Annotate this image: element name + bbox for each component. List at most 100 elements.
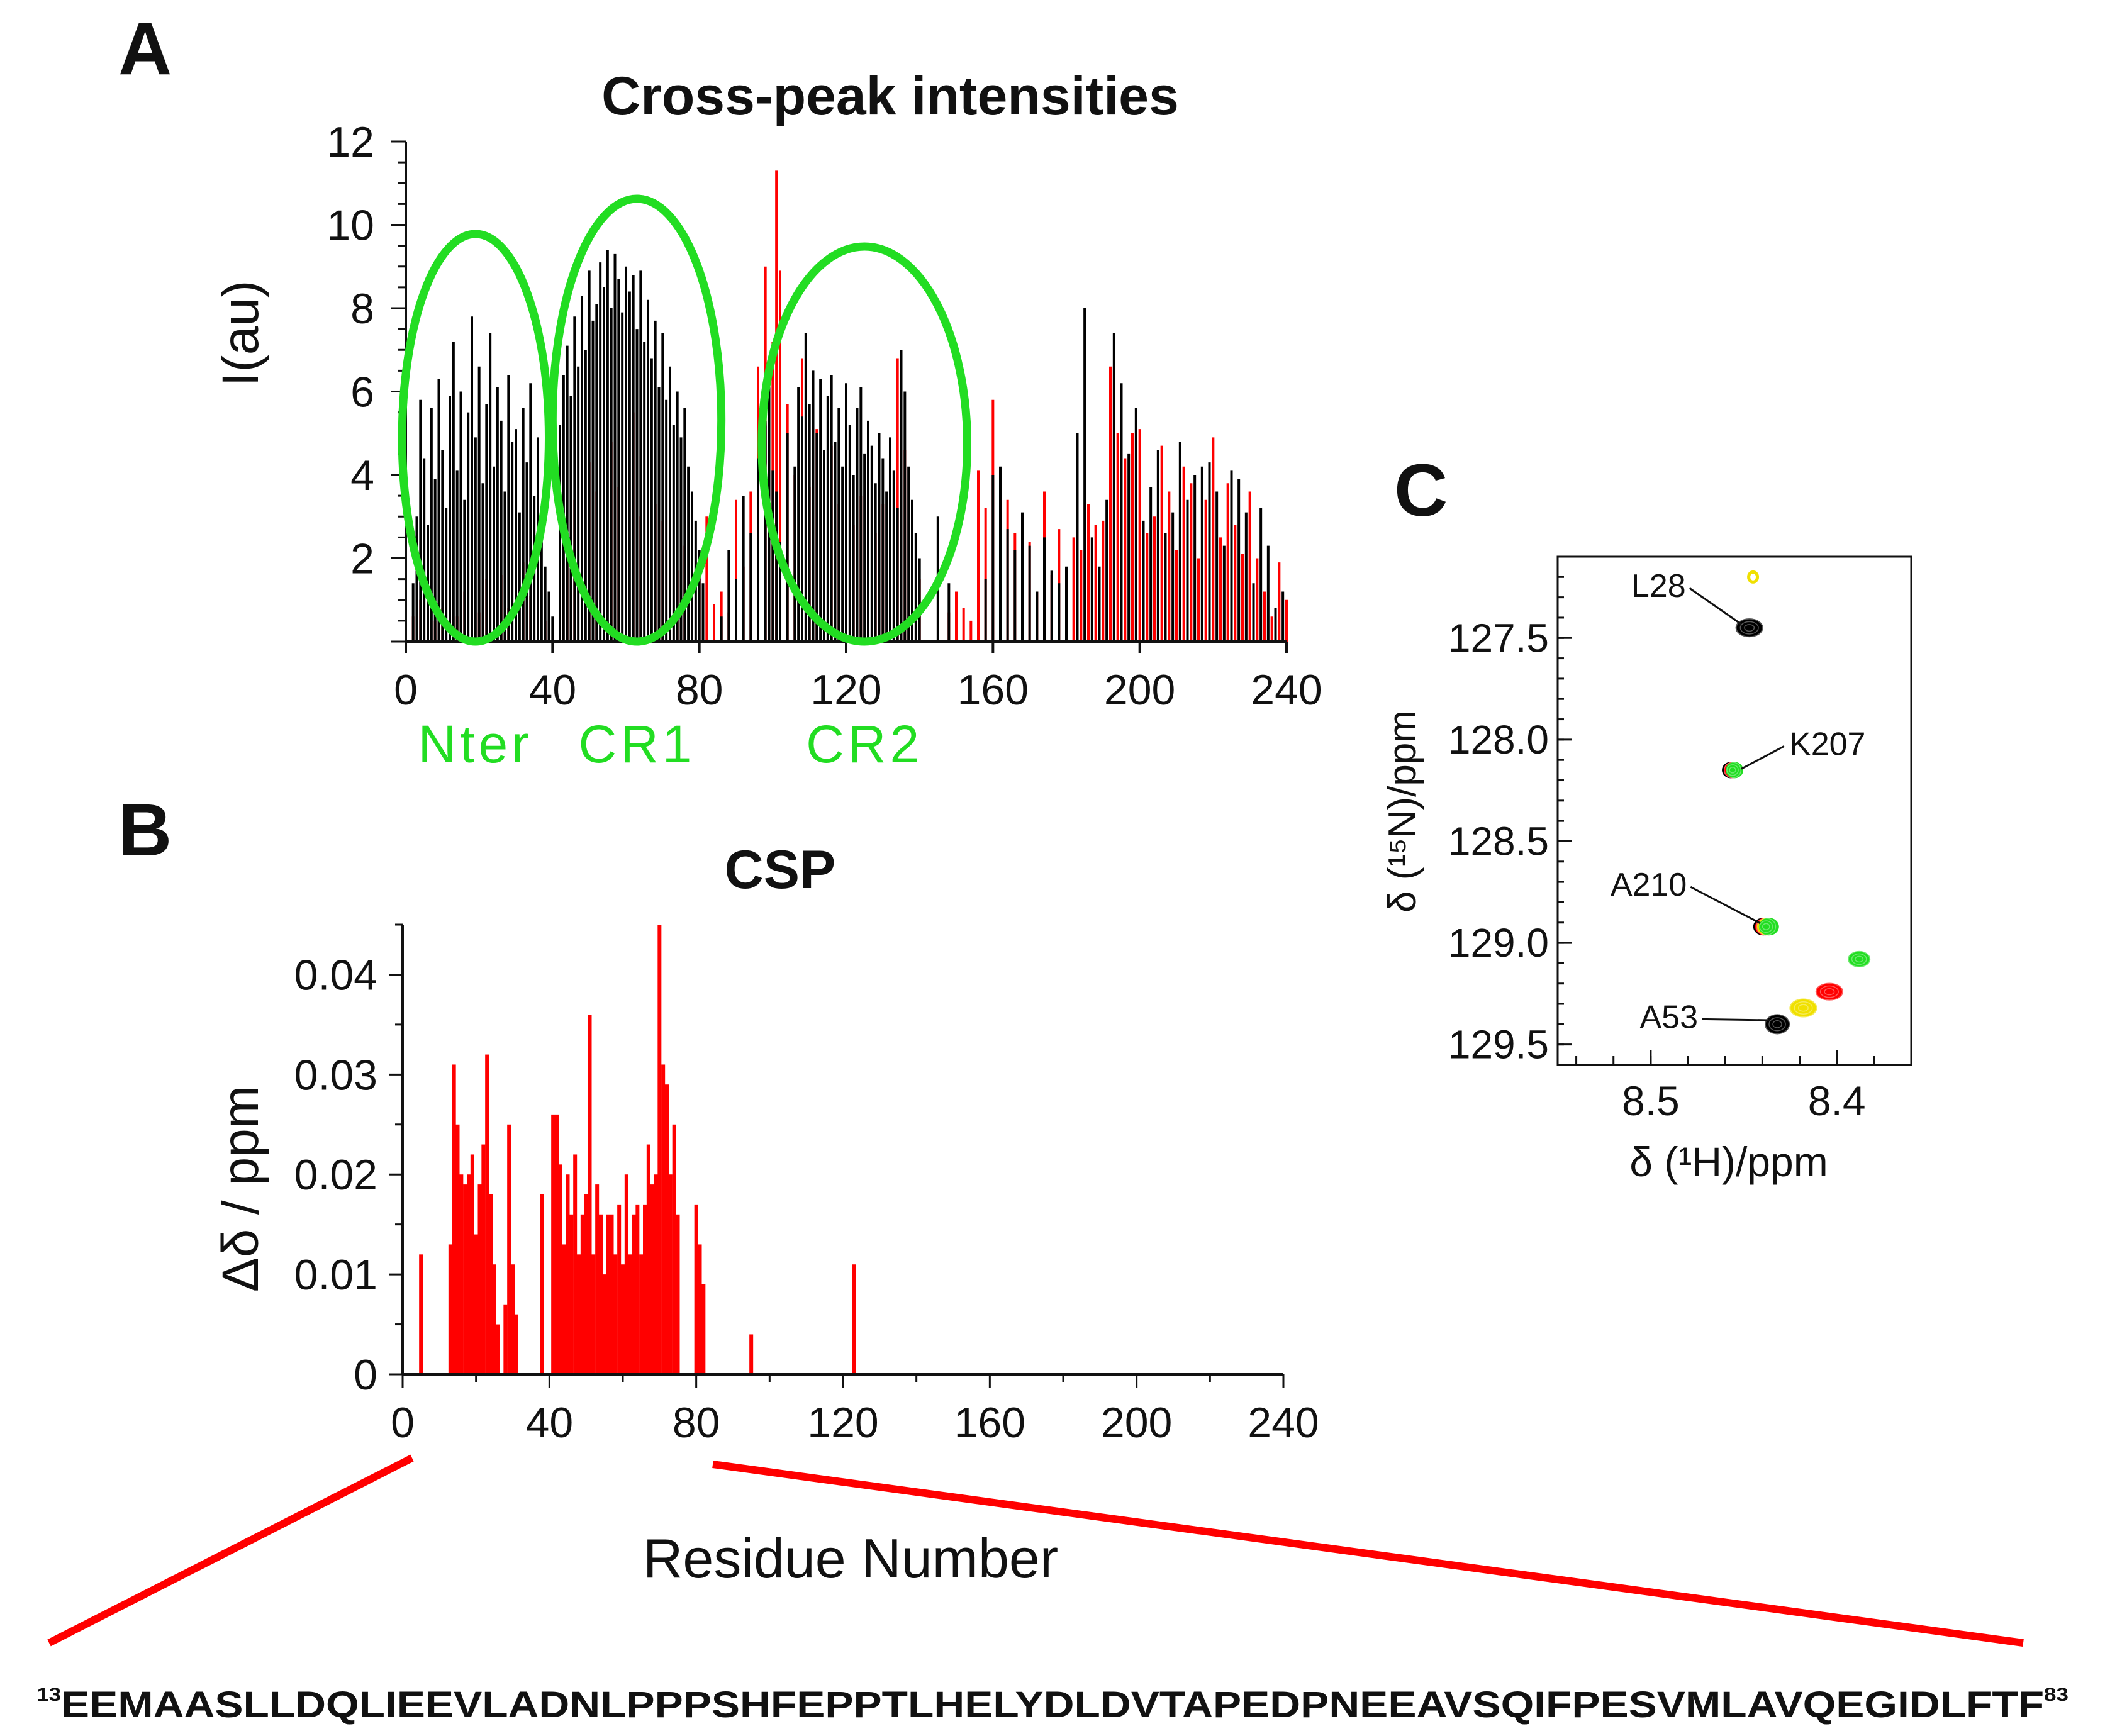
black-bar-154	[1178, 442, 1181, 642]
black-bar-101	[830, 375, 833, 642]
region-label-cr1: CR1	[578, 715, 695, 774]
black-bar-141	[1083, 308, 1086, 642]
black-bar-68	[665, 399, 668, 642]
csp-bar-14	[496, 1324, 500, 1374]
csp-bar-53	[672, 1124, 676, 1374]
black-bar-125	[918, 558, 921, 642]
black-bar-61	[639, 270, 642, 642]
black-bar-145	[1112, 333, 1115, 642]
csp-bar-27	[577, 1254, 581, 1374]
red-bar-49	[775, 170, 778, 642]
red-bar-88	[1080, 550, 1083, 642]
black-bar-90	[786, 433, 789, 642]
black-bar-148	[1134, 408, 1137, 642]
black-bar-118	[892, 470, 895, 642]
peak-contour-line	[1739, 621, 1759, 635]
intensity-chart: Cross-peak intensities I(au) 0 40 80 120 160…	[212, 66, 1322, 774]
black-bar-162	[1237, 479, 1241, 642]
black-bar-21	[489, 333, 492, 642]
peak-contour-line	[1744, 624, 1755, 632]
black-bar-94	[804, 333, 807, 642]
black-bar-91	[793, 466, 796, 642]
csp-bar-45	[643, 1204, 647, 1374]
a-x-tick-label: 240	[1251, 666, 1322, 714]
csp-bar-24	[566, 1174, 570, 1374]
b-y-tick-label: 0.01	[294, 1251, 377, 1299]
black-bar-44	[577, 366, 580, 642]
c-x-tick-label: 8.5	[1622, 1077, 1680, 1124]
csp-bar-43	[635, 1204, 640, 1374]
peak-contour-line	[1848, 950, 1871, 968]
black-bar-150	[1149, 487, 1153, 642]
black-bar-1	[415, 516, 418, 642]
black-bar-13	[459, 391, 462, 642]
red-bar-93	[1116, 433, 1119, 642]
sequence-start: 13	[36, 1684, 61, 1705]
black-bar-24	[500, 420, 503, 642]
black-bar-57	[625, 266, 627, 642]
red-bar-106	[1212, 437, 1215, 642]
a-x-tick-label: 40	[529, 666, 577, 714]
peak-contour-line	[1789, 998, 1817, 1018]
black-bar-78	[701, 583, 705, 642]
black-bar-137	[1050, 570, 1053, 642]
csp-bar-12	[489, 1194, 493, 1374]
a-x-tick-label: 120	[810, 666, 881, 714]
csp-bar-28	[580, 1214, 584, 1374]
peak-contour-line	[1736, 618, 1763, 638]
black-bar-15	[467, 412, 470, 642]
peak-contour-line	[1768, 1017, 1786, 1032]
black-bar-135	[1036, 591, 1039, 642]
peak-contour-line	[1797, 1004, 1809, 1012]
a-x-tick-label: 0	[394, 666, 418, 714]
red-bar-50	[779, 270, 781, 642]
csp-bar-9	[477, 1184, 482, 1374]
black-bar-113	[874, 483, 877, 642]
black-bar-168	[1281, 591, 1285, 642]
red-bar-92	[1109, 366, 1112, 642]
black-bar-136	[1043, 537, 1046, 642]
black-bar-62	[643, 342, 646, 642]
chart-a-title: Cross-peak intensities	[601, 66, 1179, 126]
red-bar-91	[1102, 520, 1105, 642]
csp-bar-55	[694, 1204, 698, 1374]
red-bar-113	[1263, 591, 1266, 642]
black-bar-26	[507, 375, 510, 642]
csp-bar-42	[632, 1214, 636, 1374]
csp-bar-35	[606, 1214, 610, 1374]
red-bar-104	[1197, 558, 1200, 642]
chart-a-axes: 0 40 80 120 160 200 240 2 4 6 8 10 12	[327, 118, 1322, 714]
c-y-tick-label: 128.5	[1448, 818, 1549, 864]
csp-bar-23	[562, 1244, 566, 1374]
black-bar-82	[742, 496, 745, 642]
peak-contour-line	[1726, 764, 1739, 776]
black-bar-51	[603, 287, 605, 642]
red-bar-110	[1241, 554, 1244, 642]
b-x-tick-label: 240	[1248, 1399, 1319, 1447]
black-bar-71	[676, 391, 679, 642]
peak-contour-line	[1762, 923, 1770, 930]
red-bar-43	[735, 499, 737, 642]
red-bar-72	[962, 608, 965, 642]
black-bar-27	[511, 442, 514, 642]
red-bar-108	[1226, 483, 1229, 642]
black-bar-72	[679, 437, 683, 642]
red-bar-73	[969, 620, 973, 642]
b-x-tick-label: 0	[391, 1399, 415, 1447]
b-y-tick-label: 0.04	[294, 951, 377, 999]
a-x-tick-label: 200	[1104, 666, 1175, 714]
black-bar-14	[463, 499, 466, 642]
black-bar-9	[445, 508, 448, 642]
peak-contour-line	[1756, 918, 1777, 936]
black-bar-10	[449, 396, 451, 642]
c-y-tick-label: 127.5	[1448, 615, 1549, 660]
black-bar-38	[551, 616, 554, 642]
black-bar-153	[1171, 512, 1175, 642]
black-bar-80	[727, 550, 730, 642]
black-bar-74	[687, 466, 690, 642]
black-bar-23	[496, 387, 499, 642]
red-bar-112	[1256, 558, 1259, 642]
black-bar-37	[547, 591, 550, 642]
black-bar-81	[735, 579, 737, 642]
zoom-connector-right	[712, 1461, 2024, 1647]
